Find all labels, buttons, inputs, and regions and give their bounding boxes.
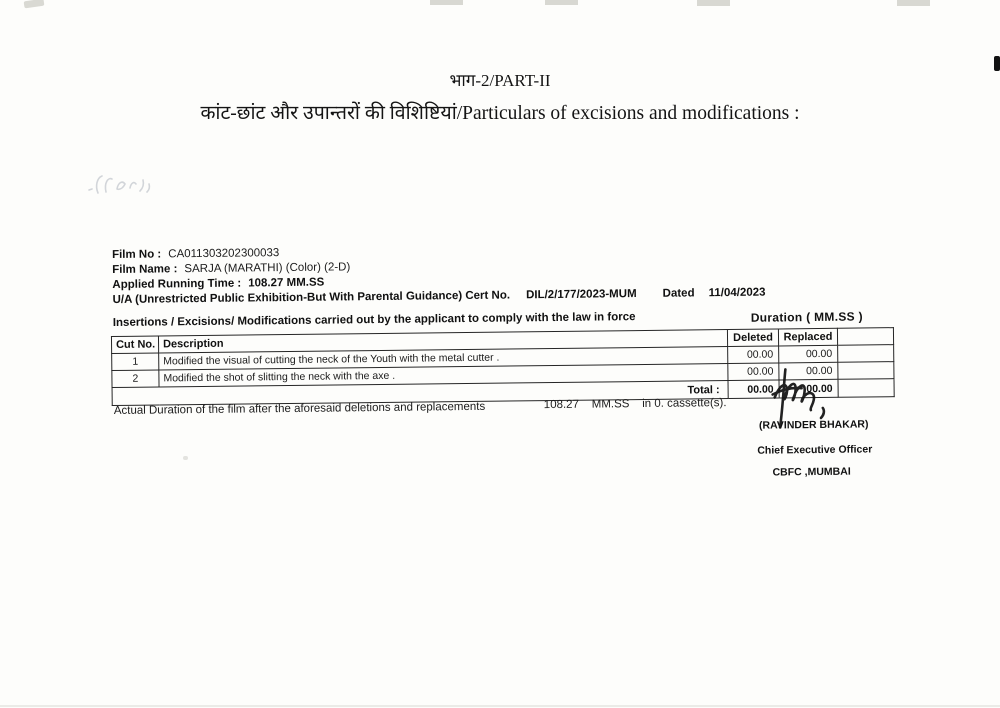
actual-duration-value: 108.27 MM.SS in 0. cassette(s). xyxy=(543,397,727,412)
blank-cell xyxy=(837,378,895,398)
cut-no: 2 xyxy=(111,369,160,388)
signatory-org: CBFC ,MUMBAI xyxy=(772,465,851,479)
scan-artifact-tab xyxy=(697,0,730,6)
scan-artifact-blob xyxy=(994,56,1000,71)
running-time-value: 108.27 MM.SS xyxy=(248,276,325,290)
blank-cell xyxy=(837,361,894,380)
excisions-caption: Insertions / Excisions/ Modifications ca… xyxy=(112,311,636,330)
film-name-line: Film Name : SARJA (MARATHI) (Color) (2-D) xyxy=(112,261,350,276)
replaced-duration: 00.00 xyxy=(778,345,838,363)
running-time-line: Applied Running Time : 108.27 MM.SS xyxy=(112,277,324,291)
col-cut-no: Cut No. xyxy=(111,335,159,354)
scan-artifact-dot xyxy=(183,456,188,460)
scan-artifact-tab xyxy=(897,0,930,6)
col-replaced: Replaced xyxy=(778,328,838,346)
faint-handwritten-mark xyxy=(88,175,151,194)
col-deleted: Deleted xyxy=(727,328,779,347)
scan-artifact-tab xyxy=(430,0,463,5)
scan-artifact-tab xyxy=(545,0,578,5)
running-time-label: Applied Running Time : xyxy=(112,277,242,292)
cut-no: 1 xyxy=(111,352,159,371)
film-no-line: Film No : CA011303202300033 xyxy=(112,247,279,261)
document-title-part: भाग-2/PART-II xyxy=(449,71,551,90)
deleted-duration: 00.00 xyxy=(727,345,779,364)
signatory-name: (RAVINDER BHAKAR) xyxy=(758,418,869,432)
certificate-text: U/A (Unrestricted Public Exhibition-But … xyxy=(112,289,511,307)
document-title-particulars: कांट-छांट और उपान्तरों की विशिष्टियां/Pa… xyxy=(200,103,800,124)
film-no-value: CA011303202300033 xyxy=(168,247,280,261)
dated-value: 11/04/2023 xyxy=(708,286,766,300)
duration-header: Duration ( MM.SS ) xyxy=(750,309,863,325)
signatory-title: Chief Executive Officer xyxy=(757,443,873,457)
signature xyxy=(771,368,826,429)
film-name-value: SARJA (MARATHI) (Color) (2-D) xyxy=(184,261,351,276)
col-blank xyxy=(837,327,894,346)
blank-cell xyxy=(837,344,894,363)
scan-artifact-bottom-edge xyxy=(0,705,1000,707)
dated-label: Dated xyxy=(662,287,695,300)
film-name-label: Film Name : xyxy=(112,263,178,277)
certificate-number: DIL/2/177/2023-MUM xyxy=(525,288,637,302)
film-no-label: Film No : xyxy=(111,248,162,262)
